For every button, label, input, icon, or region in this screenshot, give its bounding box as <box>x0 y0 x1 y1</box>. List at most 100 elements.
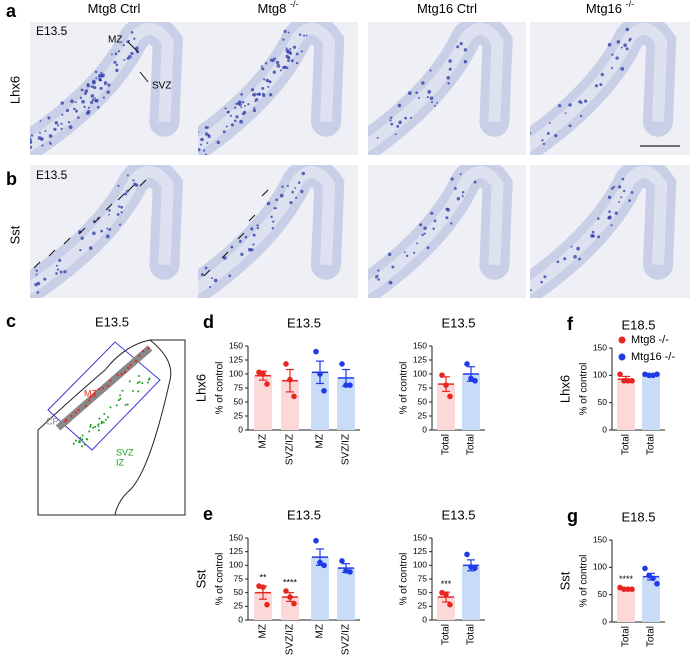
y-tick-label: 25 <box>418 410 428 420</box>
cell <box>290 59 294 63</box>
cell <box>419 223 423 227</box>
cell <box>276 64 281 68</box>
x-tick-label: MZ <box>258 434 269 448</box>
cell <box>250 227 254 231</box>
cell <box>65 108 70 113</box>
cell <box>260 65 263 68</box>
cell <box>423 226 427 230</box>
panel-title: E13.5 <box>95 314 129 329</box>
arrow <box>48 249 56 257</box>
diagram-label: CP <box>46 416 59 426</box>
y-tick-label: 0 <box>422 424 427 434</box>
arrow <box>261 189 269 197</box>
cell <box>281 185 284 188</box>
cell <box>628 39 631 42</box>
cell <box>223 256 227 260</box>
cell <box>115 63 119 67</box>
panel-label: e <box>203 504 213 524</box>
cell <box>200 137 204 142</box>
cell <box>286 56 291 60</box>
cell <box>100 229 104 233</box>
cell <box>272 220 275 223</box>
cell <box>446 207 450 212</box>
data-point <box>260 371 266 377</box>
y-tick-label: 50 <box>418 587 428 597</box>
data-point <box>447 601 453 608</box>
data-point <box>443 382 449 389</box>
diagram-dot <box>97 425 100 428</box>
cell <box>243 110 247 115</box>
diagram-dot <box>93 392 96 396</box>
micrograph <box>30 165 198 298</box>
y-tick-label: 50 <box>234 396 244 406</box>
y-axis-label: % of control <box>579 363 590 416</box>
cell <box>543 275 547 279</box>
cell <box>204 132 209 136</box>
cell <box>108 209 111 212</box>
cell <box>30 137 32 142</box>
diagram-dot <box>138 380 141 383</box>
data-point <box>321 562 327 569</box>
cell <box>282 65 286 70</box>
cell <box>24 147 26 149</box>
cell <box>204 153 207 155</box>
cell <box>625 27 630 32</box>
cell <box>61 113 64 116</box>
data-point <box>283 588 289 594</box>
x-tick-label: SVZ/IZ <box>341 434 352 465</box>
cell <box>70 99 74 104</box>
cell <box>376 274 379 277</box>
cell <box>620 67 625 71</box>
cell <box>298 33 302 36</box>
cell <box>207 134 211 139</box>
cell <box>229 114 232 117</box>
cell <box>580 114 583 118</box>
cell <box>41 144 44 147</box>
cell <box>77 116 80 119</box>
cell <box>241 100 245 104</box>
cell <box>130 31 134 34</box>
cell <box>448 59 452 63</box>
cell <box>132 179 135 182</box>
cell <box>55 264 58 267</box>
cell <box>614 211 618 215</box>
y-tick-label: 100 <box>229 368 243 378</box>
cell <box>630 190 634 194</box>
cell <box>396 124 400 128</box>
diagram-dot <box>97 429 100 432</box>
bar <box>617 379 635 430</box>
cell <box>238 103 242 107</box>
arrow <box>237 232 245 240</box>
cell <box>250 88 255 92</box>
cell <box>60 101 64 105</box>
cell <box>415 91 418 94</box>
cell <box>456 45 460 49</box>
data-point <box>621 378 627 384</box>
cell <box>295 62 299 65</box>
data-point <box>642 565 648 572</box>
diagram-dot <box>81 438 84 441</box>
cell <box>286 67 289 70</box>
cell <box>264 62 268 65</box>
cell <box>30 145 33 149</box>
data-point <box>291 600 297 607</box>
cell <box>30 134 34 137</box>
cell <box>421 81 425 85</box>
diagram-dot <box>132 389 135 392</box>
cell <box>133 37 136 40</box>
column-header: Mtg16 -/- <box>586 0 634 16</box>
bar <box>337 377 355 430</box>
data-point <box>472 565 478 571</box>
cell <box>238 239 242 243</box>
cell <box>252 92 257 97</box>
cell <box>300 189 304 194</box>
panel-label: g <box>567 506 578 526</box>
data-point <box>343 382 349 389</box>
cell <box>20 137 22 139</box>
y-tick-label: 0 <box>238 424 243 434</box>
cell <box>423 232 426 235</box>
data-point <box>447 393 453 400</box>
row-label: Lhx6 <box>7 76 22 104</box>
legend-marker <box>618 336 626 344</box>
diagram-label: MZ <box>84 388 97 398</box>
